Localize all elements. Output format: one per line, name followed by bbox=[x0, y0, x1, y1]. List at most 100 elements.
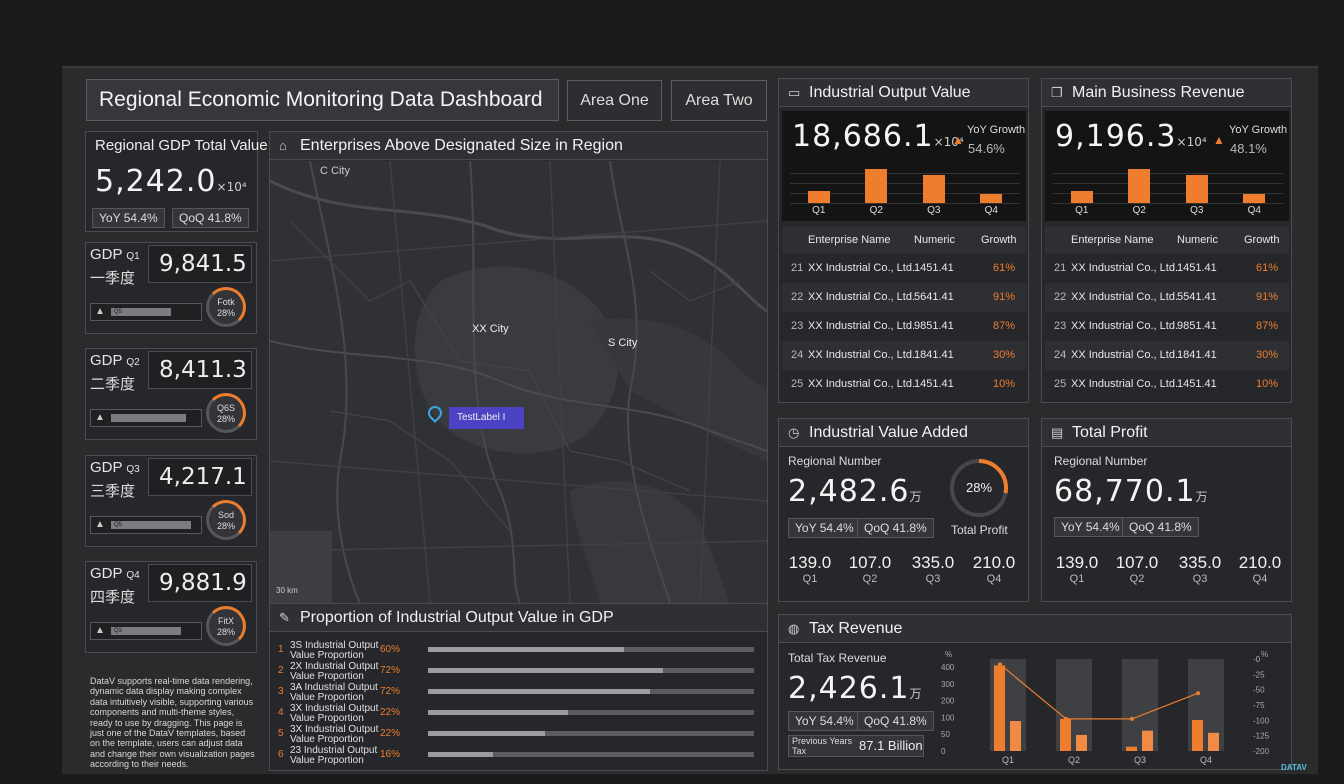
total-profit-unit: 万 bbox=[1195, 490, 1208, 504]
gdp-q2-ring-label: Q6S bbox=[216, 403, 235, 413]
gdp-q4-cn: 四季度 bbox=[90, 588, 136, 606]
proportion-row-pct: 72% bbox=[380, 665, 401, 676]
trend-point bbox=[1196, 691, 1200, 696]
quarter-label: Q2 bbox=[862, 573, 878, 585]
proportion-row-label-1: 23 Industrial Output bbox=[290, 745, 378, 756]
table-row[interactable]: 21 XX Industrial Co., Ltd. 1451.41 61% bbox=[1045, 254, 1289, 283]
table-row[interactable]: 22 XX Industrial Co., Ltd. 5541.41 91% bbox=[1045, 283, 1289, 312]
row-name: XX Industrial Co., Ltd. bbox=[1071, 349, 1178, 361]
row-name: XX Industrial Co., Ltd. bbox=[1071, 320, 1178, 332]
proportion-row-number: 6 bbox=[278, 749, 284, 760]
col-numeric: Numeric bbox=[914, 234, 955, 246]
table-row[interactable]: 25 XX Industrial Co., Ltd. 1451.41 10% bbox=[1045, 370, 1289, 399]
proportion-row-pct: 16% bbox=[380, 749, 401, 760]
chat-icon: ▭ bbox=[788, 85, 801, 100]
table-row[interactable]: 25 XX Industrial Co., Ltd. 1451.41 10% bbox=[782, 370, 1026, 399]
industrial-output-title: Industrial Output Value bbox=[809, 84, 971, 101]
row-numeric: 1451.41 bbox=[914, 378, 954, 390]
tick-label-right: -100 bbox=[1253, 716, 1270, 725]
gdp-q1-ring-label: Fotk bbox=[217, 297, 235, 307]
tax-title: Tax Revenue bbox=[809, 620, 903, 637]
gdp-q4-bar: ▲ Q3 bbox=[90, 622, 202, 640]
gdp-q3-label-text: GDP bbox=[90, 459, 123, 476]
chart-bar bbox=[1185, 175, 1208, 203]
proportion-fill bbox=[428, 647, 624, 652]
table-row[interactable]: 23 XX Industrial Co., Ltd. 9851.41 87% bbox=[782, 312, 1026, 341]
datav-logo: DATAV bbox=[1281, 763, 1307, 772]
total-profit-q1: 139.0 Q1 bbox=[1047, 553, 1107, 585]
proportion-track bbox=[428, 647, 754, 652]
gdp-q4-ring-pct: 28% bbox=[216, 627, 235, 637]
row-growth: 30% bbox=[1256, 349, 1279, 361]
industrial-output-growth: 54.6% bbox=[968, 141, 1005, 156]
chart-bar bbox=[807, 190, 830, 203]
map-panel-header: ⌂ Enterprises Above Designated Size in Re… bbox=[270, 132, 767, 160]
gdp-q4-ring-label: FitX bbox=[217, 616, 234, 626]
chart-gridline bbox=[790, 173, 1020, 174]
tab-area-two[interactable]: Area Two bbox=[671, 80, 767, 121]
tick-label-right: -25 bbox=[1253, 670, 1265, 679]
map-panel: ⌂ Enterprises Above Designated Size in Re… bbox=[269, 131, 768, 603]
chart-gridline bbox=[790, 203, 1020, 204]
row-index: 25 bbox=[791, 378, 804, 390]
tick-label-right: -200 bbox=[1253, 747, 1270, 756]
gdp-q4-ring: FitX 28% bbox=[206, 606, 246, 646]
row-name: XX Industrial Co., Ltd. bbox=[1071, 291, 1178, 303]
value-added-ring-arc bbox=[950, 459, 1008, 517]
proportion-row-label-1: 3X Industrial Output bbox=[290, 703, 379, 714]
table-row[interactable]: 23 XX Industrial Co., Ltd. 9851.41 87% bbox=[1045, 312, 1289, 341]
gdp-q2-ring: Q6S 28% bbox=[206, 393, 246, 433]
row-numeric: 9851.41 bbox=[914, 320, 954, 332]
table-row[interactable]: 22 XX Industrial Co., Ltd. 5641.41 91% bbox=[782, 283, 1026, 312]
table-row[interactable]: 24 XX Industrial Co., Ltd. 1841.41 30% bbox=[1045, 341, 1289, 370]
row-growth: 10% bbox=[1256, 378, 1279, 390]
gdp-q1-label-text: GDP bbox=[90, 246, 123, 263]
chart-bar bbox=[1142, 730, 1153, 751]
quarter-value: 335.0 bbox=[911, 553, 955, 572]
total-profit-qoq: QoQ 41.8% bbox=[1122, 517, 1199, 537]
row-name: XX Industrial Co., Ltd. bbox=[1071, 378, 1178, 390]
main-revenue-table: Enterprise Name Numeric Growth 21 XX Indu… bbox=[1045, 226, 1289, 400]
map-scale: 30 km bbox=[276, 586, 298, 595]
tax-prev-label: Previous Years Tax bbox=[792, 736, 853, 756]
axis-unit-right: % bbox=[1261, 650, 1268, 659]
gdp-q3-ring: Sod 28% bbox=[206, 500, 246, 540]
tax-value: 2,426.1万 bbox=[788, 671, 922, 706]
region-map[interactable] bbox=[270, 161, 767, 603]
tax-header: ◍ Tax Revenue bbox=[779, 615, 1291, 643]
chart-gridline bbox=[1053, 193, 1283, 194]
table-row[interactable]: 24 XX Industrial Co., Ltd. 1841.41 30% bbox=[782, 341, 1026, 370]
value-added-panel: ◷ Industrial Value Added Regional Number … bbox=[778, 418, 1029, 602]
gdp-q3-bar: ▲ Q5 bbox=[90, 516, 202, 534]
gdp-q3-value: 4,217.1 bbox=[148, 458, 252, 496]
gdp-q3-ring-label: Sod bbox=[217, 510, 234, 520]
chart-tick-label: Q1 bbox=[812, 205, 826, 216]
value-added-q3: 335.0 Q3 bbox=[903, 553, 963, 585]
row-growth: 87% bbox=[1256, 320, 1279, 332]
main-revenue-chart: Q1 Q2 Q3 Q4 bbox=[1053, 163, 1283, 219]
industrial-output-chart: Q1 Q2 Q3 Q4 bbox=[790, 163, 1020, 219]
proportion-fill bbox=[428, 689, 650, 694]
map-marker-label[interactable]: TestLabel I bbox=[449, 407, 524, 429]
tab-area-one[interactable]: Area One bbox=[567, 80, 662, 121]
tab-area-one-label: Area One bbox=[580, 92, 649, 109]
proportion-row: 6 23 Industrial Output Value Proportion 16% bbox=[278, 746, 758, 766]
total-profit-panel: ▤ Total Profit Regional Number 68,770.1万 … bbox=[1041, 418, 1292, 602]
table-row[interactable]: 21 XX Industrial Co., Ltd. 1451.41 61% bbox=[782, 254, 1026, 283]
gdp-q2-label: GDP Q2 bbox=[90, 352, 140, 369]
proportion-fill bbox=[428, 668, 663, 673]
triangle-up-icon: ▲ bbox=[95, 412, 105, 423]
chart-tick-label: Q1 bbox=[1075, 205, 1089, 216]
proportion-track bbox=[428, 689, 754, 694]
coin-icon: ◍ bbox=[788, 621, 800, 636]
chart-bar bbox=[1126, 746, 1137, 751]
triangle-up-icon: ▲ bbox=[95, 625, 105, 636]
side-note: DataV supports real-time data rendering,… bbox=[90, 676, 255, 770]
col-enterprise-name: Enterprise Name bbox=[1071, 234, 1154, 246]
gdp-q4-value: 9,881.9 bbox=[148, 564, 252, 602]
value-added-ring-caption: Total Profit bbox=[951, 523, 1008, 537]
chart-gridline bbox=[1053, 203, 1283, 204]
tax-prev-box: Previous Years Tax 87.1 Billion bbox=[788, 735, 924, 757]
tax-number: 2,426.1 bbox=[788, 671, 910, 706]
gdp-q3-label: GDP Q3 bbox=[90, 459, 140, 476]
